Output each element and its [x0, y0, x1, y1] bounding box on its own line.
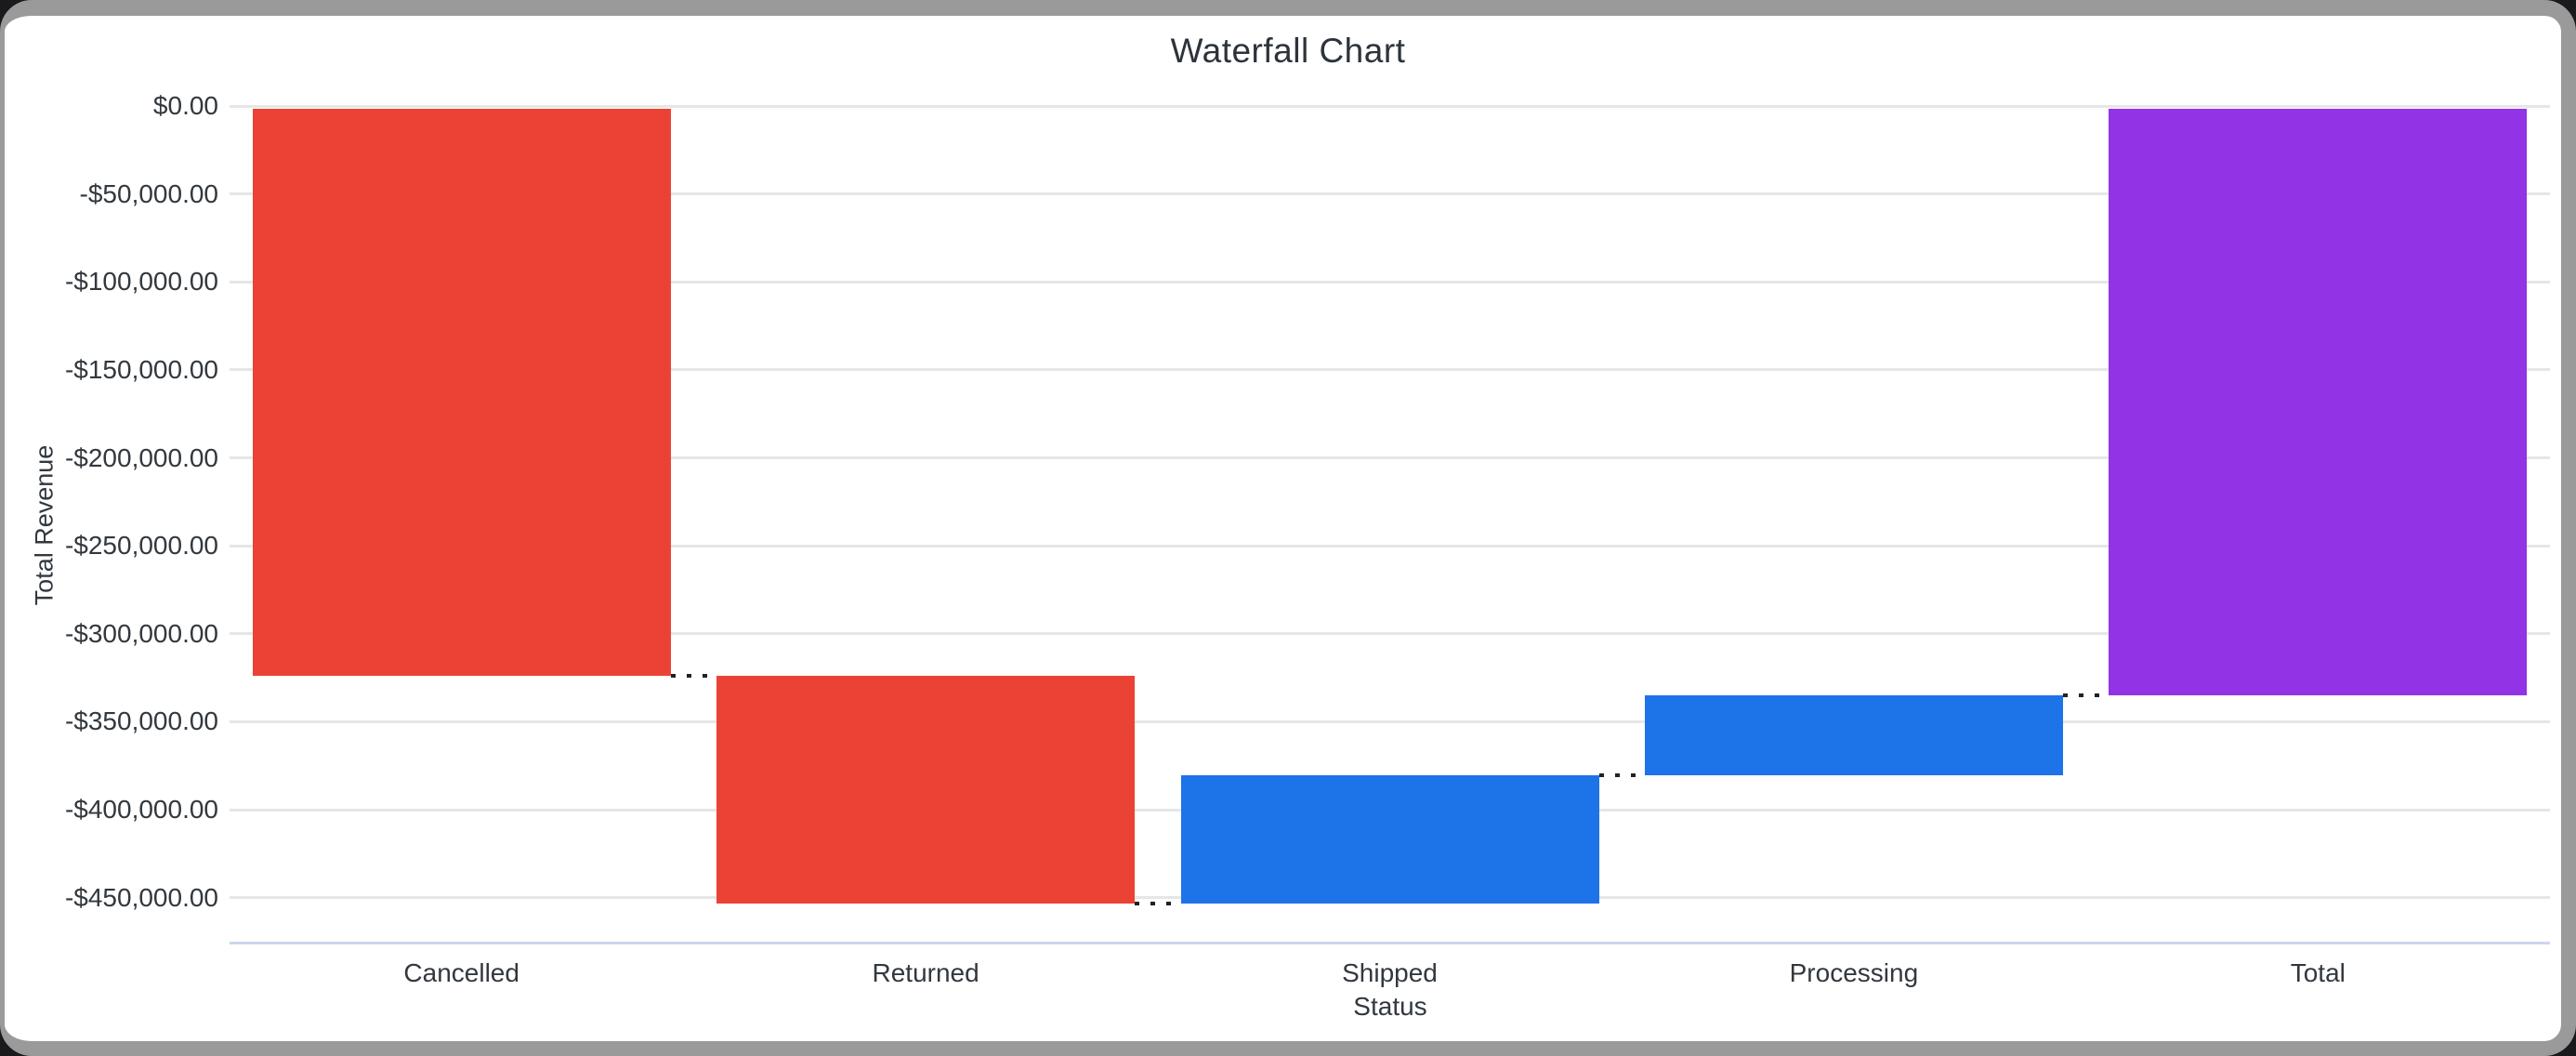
x-tick-label-returned: Returned — [872, 958, 979, 987]
x-tick-label-shipped: Shipped — [1342, 958, 1438, 987]
x-axis-title: Status — [1353, 992, 1427, 1021]
waterfall-connector — [1135, 902, 1181, 906]
gridline — [230, 544, 2550, 548]
y-tick-label: -$300,000.00 — [64, 618, 218, 648]
waterfall-connector — [2062, 693, 2109, 698]
bar-shipped[interactable] — [1180, 775, 1599, 904]
y-tick-label: -$100,000.00 — [64, 267, 218, 297]
x-axis-line — [230, 942, 2550, 944]
gridline — [230, 280, 2550, 284]
waterfall-connector — [670, 674, 717, 679]
gridline — [230, 368, 2550, 372]
y-tick-label: -$250,000.00 — [64, 531, 218, 561]
gridline — [230, 192, 2550, 196]
gridline — [230, 456, 2550, 460]
y-tick-label: -$50,000.00 — [79, 178, 218, 208]
y-tick-label: -$150,000.00 — [64, 354, 218, 384]
y-tick-label: -$200,000.00 — [64, 442, 218, 472]
y-tick-label: -$400,000.00 — [64, 795, 218, 825]
y-tick-label: -$450,000.00 — [64, 882, 218, 912]
gridline — [230, 719, 2550, 723]
gridline — [230, 632, 2550, 636]
chart-title: Waterfall Chart — [1170, 32, 1406, 70]
y-tick-label: $0.00 — [152, 91, 218, 120]
x-tick-label-cancelled: Cancelled — [403, 958, 519, 987]
y-tick-label: -$350,000.00 — [64, 706, 218, 736]
gridline — [230, 104, 2550, 108]
x-tick-label-total: Total — [2290, 958, 2346, 987]
bar-returned[interactable] — [716, 676, 1136, 904]
bar-cancelled[interactable] — [252, 109, 671, 677]
waterfall-connector — [1598, 773, 1645, 778]
bar-processing[interactable] — [1644, 695, 2063, 776]
x-tick-label-processing: Processing — [1789, 958, 1919, 987]
bar-total[interactable] — [2109, 109, 2528, 696]
